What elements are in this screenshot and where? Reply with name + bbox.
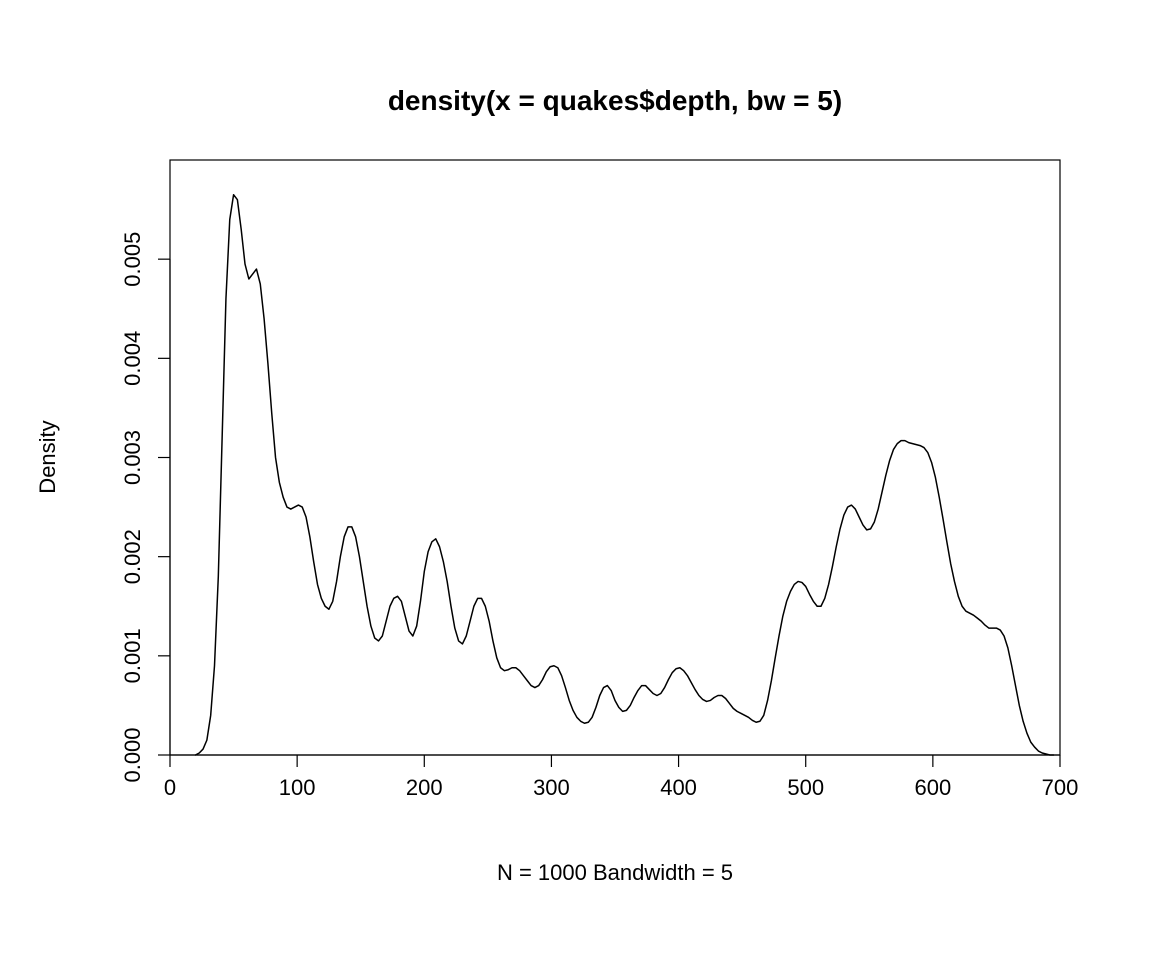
density-line — [195, 195, 1053, 755]
y-tick-label: 0.000 — [120, 727, 145, 782]
x-axis-label: N = 1000 Bandwidth = 5 — [497, 860, 733, 885]
x-tick-label: 700 — [1042, 775, 1079, 800]
chart-title: density(x = quakes$depth, bw = 5) — [388, 85, 842, 116]
y-tick-label: 0.003 — [120, 430, 145, 485]
x-tick-label: 100 — [279, 775, 316, 800]
y-tick-label: 0.001 — [120, 628, 145, 683]
density-chart: 0 100 200 300 400 500 600 700 0.000 0.001 0.002 0.0… — [0, 0, 1152, 960]
y-tick-label: 0.004 — [120, 331, 145, 386]
x-tick-label: 600 — [914, 775, 951, 800]
plot-box — [170, 160, 1060, 755]
x-tick-label: 500 — [787, 775, 824, 800]
x-tick-label: 200 — [406, 775, 443, 800]
y-tick-label: 0.002 — [120, 529, 145, 584]
x-tick-label: 300 — [533, 775, 570, 800]
x-tick-label: 0 — [164, 775, 176, 800]
y-tick-label: 0.005 — [120, 232, 145, 287]
y-axis-label: Density — [35, 420, 60, 493]
x-tick-label: 400 — [660, 775, 697, 800]
